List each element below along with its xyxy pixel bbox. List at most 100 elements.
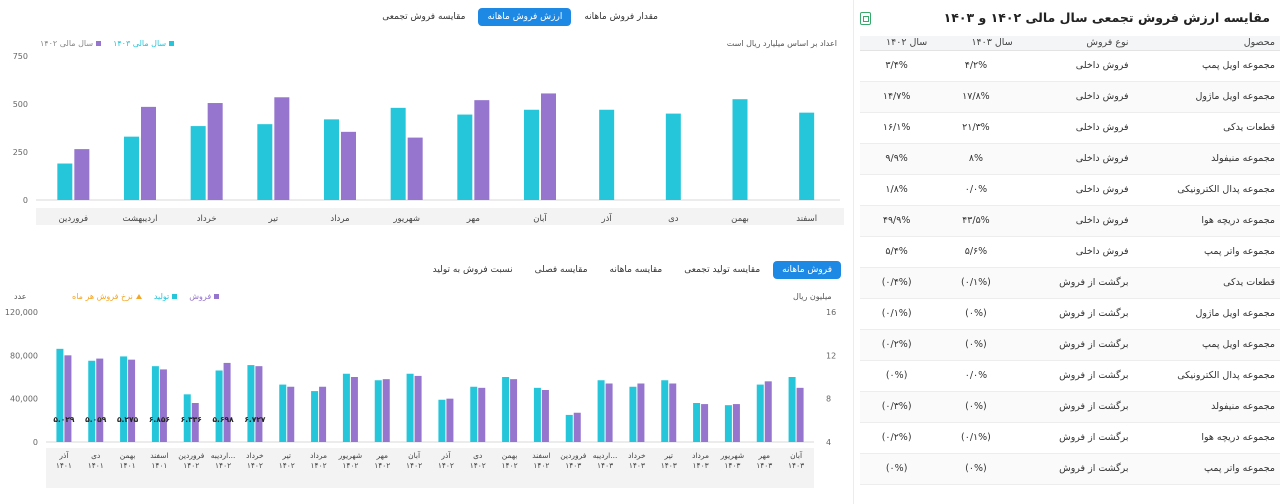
bar-sales[interactable] [128, 359, 136, 442]
table-scroll-area[interactable]: محصول نوع فروش سال ۱۴۰۳ سال ۱۴۰۲ مجموعه … [854, 36, 1280, 504]
table-row[interactable]: مجموعه اویل ماژول برگشت از فروش (۰%) (۰/۱%) [860, 298, 1280, 330]
bar-sales[interactable] [382, 379, 390, 442]
bar-production[interactable] [724, 405, 732, 442]
bar-1402[interactable] [141, 106, 156, 200]
bar-1402[interactable] [207, 103, 223, 200]
bar-1403[interactable] [732, 99, 748, 200]
bar-1403[interactable] [124, 136, 139, 200]
table-row[interactable]: قطعات یدکی برگشت از فروش (۰/۱%) (۰/۴%) [860, 267, 1280, 299]
tab-monthly-sales-value[interactable]: ارزش فروش ماهانه [478, 8, 572, 26]
bar-sales[interactable] [159, 369, 167, 442]
table-row[interactable]: مجموعه اویل ماژول فروش داخلی ۱۷/۸% ۱۴/۷% [860, 81, 1280, 113]
bar-sales[interactable] [637, 383, 645, 443]
bar-1403[interactable] [457, 114, 473, 200]
table-row[interactable]: مجموعه پدال الکترونیکی برگشت از فروش ۰/۰%(… [860, 360, 1280, 392]
bar-sales[interactable] [573, 412, 581, 442]
bar-sales[interactable] [414, 375, 422, 442]
table-row[interactable]: مجموعه واتر پمپ برگشت از فروش (۰%) (۰%) [860, 453, 1280, 485]
bar-sales[interactable] [287, 386, 295, 442]
column-header-1402[interactable]: سال ۱۴۰۲ [860, 36, 934, 51]
tab-monthly-comparison[interactable]: مقایسه ماهانه [609, 265, 663, 275]
bar-production[interactable] [502, 377, 510, 442]
tab-monthly-sales[interactable]: فروش ماهانه [773, 261, 841, 279]
bar-sales[interactable] [701, 404, 709, 442]
table-row[interactable]: مجموعه منیفولد فروش داخلی ۸% ۹/۹% [860, 143, 1280, 175]
bar-production[interactable] [693, 403, 701, 442]
excel-export-icon[interactable] [860, 12, 871, 25]
bar-1403[interactable] [524, 109, 539, 200]
bar-production[interactable] [597, 380, 605, 442]
legend-item-sales-rate[interactable]: نرخ فروش هر ماه [72, 292, 142, 301]
bar-sales[interactable] [350, 377, 358, 442]
legend-item-1403[interactable]: سال مالی ۱۴۰۳ [113, 39, 175, 48]
bar-sales[interactable] [96, 358, 104, 442]
table-row[interactable]: مجموعه دریچه هوا برگشت از فروش (۰/۱%) (۰/۲%… [860, 422, 1280, 454]
bar-1403[interactable] [190, 126, 206, 200]
bar-sales[interactable] [796, 387, 804, 442]
column-header-product[interactable]: محصول [1134, 36, 1280, 51]
column-header-sale-type[interactable]: نوع فروش [1018, 36, 1135, 51]
bar-1403[interactable] [57, 163, 73, 200]
bar-sales[interactable] [732, 404, 740, 442]
bar-sales[interactable] [541, 390, 549, 442]
bar-sales[interactable] [764, 381, 772, 442]
bar-production[interactable] [183, 394, 191, 442]
bar-production[interactable] [342, 373, 350, 442]
bar-production[interactable] [151, 366, 159, 442]
table-row[interactable]: مجموعه دریچه هوا فروش داخلی ۴۳/۵% ۴۹/۹% [860, 205, 1280, 237]
table-row[interactable]: مجموعه واتر پمپ فروش داخلی ۵/۶% ۵/۴% [860, 236, 1280, 268]
table-row[interactable]: مجموعه پدال الکترونیکی فروش داخلی ۰/۰% ۱/۸% [860, 174, 1280, 206]
bar-sales[interactable] [446, 398, 454, 442]
bar-production[interactable] [788, 377, 796, 442]
legend-item-sales[interactable]: فروش [189, 292, 220, 301]
bar-sales[interactable] [64, 355, 72, 442]
table-row[interactable]: مجموعه اویل پمپ فروش داخلی ۴/۲% ۳/۴% [860, 50, 1280, 82]
bar-production[interactable] [470, 386, 478, 442]
bar-sales[interactable] [191, 403, 199, 442]
bar-production[interactable] [565, 414, 573, 442]
bar-sales[interactable] [223, 362, 231, 442]
bar-sales[interactable] [605, 383, 613, 443]
legend-item-1402[interactable]: سال مالی ۱۴۰۲ [40, 39, 102, 48]
bar-1403[interactable] [257, 124, 273, 200]
tab-cumulative-sales-comparison[interactable]: مقایسه فروش تجمعی [382, 12, 466, 22]
bar-production[interactable] [88, 360, 96, 442]
bar-production[interactable] [756, 384, 764, 442]
legend-item-production[interactable]: تولید [154, 292, 178, 301]
table-row[interactable]: مجموعه اویل پمپ برگشت از فروش (۰%) (۰/۲%) [860, 329, 1280, 361]
bar-sales[interactable] [255, 366, 263, 442]
bar-sales[interactable] [478, 387, 486, 442]
bar-production[interactable] [661, 380, 669, 442]
bar-1402[interactable] [474, 100, 490, 200]
tab-seasonal-comparison[interactable]: مقایسه فصلی [534, 265, 588, 275]
bar-1403[interactable] [324, 119, 339, 200]
bar-1403[interactable] [599, 109, 615, 200]
bar-production[interactable] [215, 370, 223, 443]
bar-1403[interactable] [799, 112, 815, 200]
bar-production[interactable] [374, 380, 382, 442]
bar-sales[interactable] [510, 379, 518, 442]
bar-1402[interactable] [541, 93, 556, 200]
bar-1402[interactable] [274, 97, 290, 200]
bar-1402[interactable] [341, 131, 356, 200]
tab-monthly-sales-quantity[interactable]: مقدار فروش ماهانه [584, 12, 658, 22]
bar-production[interactable] [406, 373, 414, 442]
bar-sales[interactable] [669, 383, 677, 443]
bar-production[interactable] [279, 384, 287, 442]
tab-cumulative-production-comparison[interactable]: مقایسه تولید تجمعی [684, 265, 761, 275]
bar-1403[interactable] [665, 113, 681, 200]
bar-production[interactable] [438, 399, 446, 442]
bar-production[interactable] [56, 348, 64, 442]
column-header-1403[interactable]: سال ۱۴۰۳ [933, 36, 1019, 51]
bar-1403[interactable] [390, 107, 406, 200]
bar-production[interactable] [311, 391, 319, 442]
bar-production[interactable] [247, 365, 255, 442]
bar-production[interactable] [533, 387, 541, 442]
bar-1402[interactable] [407, 137, 423, 200]
table-row[interactable]: مجموعه منیفولد برگشت از فروش (۰%) (۰/۳%) [860, 391, 1280, 423]
table-row[interactable]: قطعات یدکی فروش داخلی ۲۱/۳% ۱۶/۱% [860, 112, 1280, 144]
bar-production[interactable] [629, 386, 637, 442]
tab-sales-to-production-ratio[interactable]: نسبت فروش به تولید [432, 265, 513, 275]
bar-1402[interactable] [74, 149, 90, 200]
bar-production[interactable] [120, 356, 128, 442]
